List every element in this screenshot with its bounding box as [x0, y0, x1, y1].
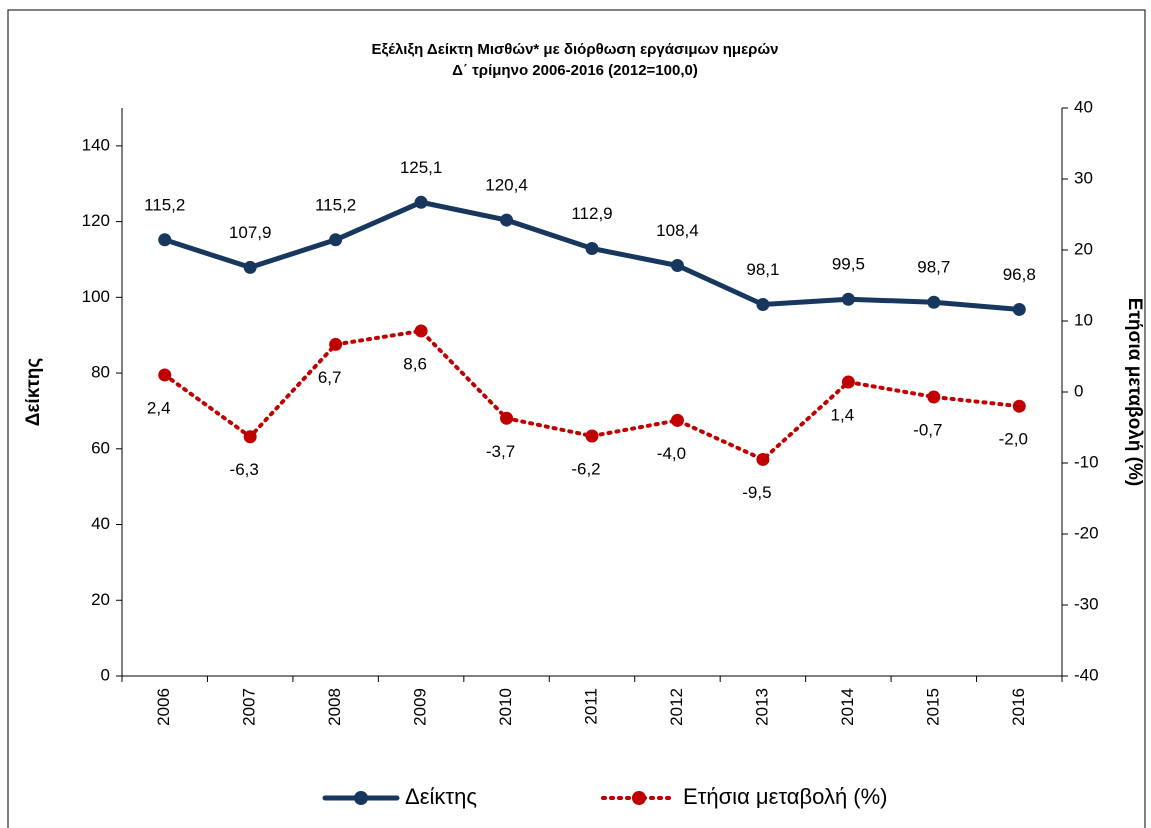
point — [585, 241, 599, 255]
data-label: 125,1 — [400, 158, 443, 177]
point — [841, 292, 855, 306]
point — [927, 390, 941, 404]
y2-axis-title: Ετήσια μεταβολή (%) — [1124, 298, 1145, 486]
data-label: 115,2 — [315, 195, 356, 214]
data-label: -2,0 — [999, 430, 1028, 449]
data-label: 112,9 — [571, 204, 612, 223]
y-tick-label: 80 — [91, 363, 110, 382]
x-tick-label: 2011 — [581, 688, 600, 725]
x-tick-label: 2007 — [240, 688, 259, 726]
data-label: -6,2 — [571, 460, 600, 479]
point — [670, 413, 684, 427]
point — [329, 233, 343, 247]
data-label: 8,6 — [403, 354, 427, 373]
y-tick-label: 60 — [91, 438, 110, 457]
y2-tick-label: -10 — [1074, 452, 1099, 471]
point — [670, 259, 684, 273]
x-tick-label: 2015 — [923, 688, 942, 726]
data-label: 1,4 — [831, 406, 855, 425]
y-tick-label: 40 — [91, 514, 110, 533]
data-label: -0,7 — [913, 420, 942, 439]
y-axis-title: Δείκτης — [23, 358, 44, 427]
y2-tick-label: -30 — [1074, 594, 1099, 613]
point — [1012, 399, 1026, 413]
chart-title: Εξέλιξη Δείκτη Μισθών* με διόρθωση εργάσ… — [372, 41, 779, 58]
point — [756, 298, 770, 312]
data-label: 99,5 — [832, 255, 865, 274]
point — [500, 213, 514, 227]
point — [414, 195, 428, 209]
chart-border — [7, 9, 1146, 828]
y2-tick-label: 30 — [1074, 168, 1093, 187]
point — [414, 324, 428, 338]
data-label: 6,7 — [318, 368, 342, 387]
y-tick-label: 140 — [82, 135, 110, 154]
data-label: -3,7 — [486, 442, 515, 461]
data-label: 107,9 — [229, 223, 272, 242]
y-tick-label: 120 — [82, 211, 110, 230]
data-label: -9,5 — [742, 483, 771, 502]
legend-marker — [354, 791, 368, 805]
point — [841, 375, 855, 389]
y-tick-label: 0 — [101, 665, 110, 684]
point — [158, 368, 172, 382]
x-tick-label: 2006 — [154, 688, 173, 726]
y2-tick-label: 20 — [1074, 239, 1093, 258]
y2-tick-label: -40 — [1074, 665, 1099, 684]
point — [756, 452, 770, 466]
data-label: 120,4 — [485, 176, 528, 195]
y2-tick-label: 0 — [1074, 381, 1083, 400]
y2-tick-label: 10 — [1074, 310, 1093, 329]
data-label: 98,7 — [917, 258, 950, 277]
data-label: 2,4 — [147, 398, 171, 417]
y-tick-label: 20 — [91, 590, 110, 609]
x-tick-label: 2012 — [667, 688, 686, 726]
data-label: -4,0 — [657, 444, 686, 463]
chart-subtitle: Δ΄ τρίμηνο 2006-2016 (2012=100,0) — [452, 62, 698, 79]
point — [329, 337, 343, 351]
point — [927, 295, 941, 309]
point — [243, 260, 257, 274]
x-tick-label: 2009 — [411, 688, 430, 726]
x-tick-label: 2013 — [752, 688, 771, 726]
x-tick-label: 2014 — [838, 688, 857, 726]
legend-label: Ετήσια μεταβολή (%) — [683, 784, 888, 809]
data-label: 115,2 — [144, 195, 185, 214]
point — [1012, 302, 1026, 316]
point — [158, 233, 172, 247]
y-tick-label: 100 — [82, 287, 110, 306]
x-tick-label: 2016 — [1009, 688, 1028, 726]
point — [585, 429, 599, 443]
legend-label: Δείκτης — [405, 784, 477, 809]
data-label: 98,1 — [746, 260, 779, 279]
point — [500, 411, 514, 425]
data-label: 96,8 — [1003, 265, 1036, 284]
data-label: -6,3 — [230, 460, 259, 479]
x-tick-label: 2010 — [496, 688, 515, 726]
legend-marker — [632, 791, 646, 805]
data-label: 108,4 — [656, 221, 699, 240]
x-tick-label: 2008 — [325, 688, 344, 726]
point — [243, 430, 257, 444]
y2-tick-label: 40 — [1074, 97, 1093, 116]
y2-tick-label: -20 — [1074, 523, 1099, 542]
